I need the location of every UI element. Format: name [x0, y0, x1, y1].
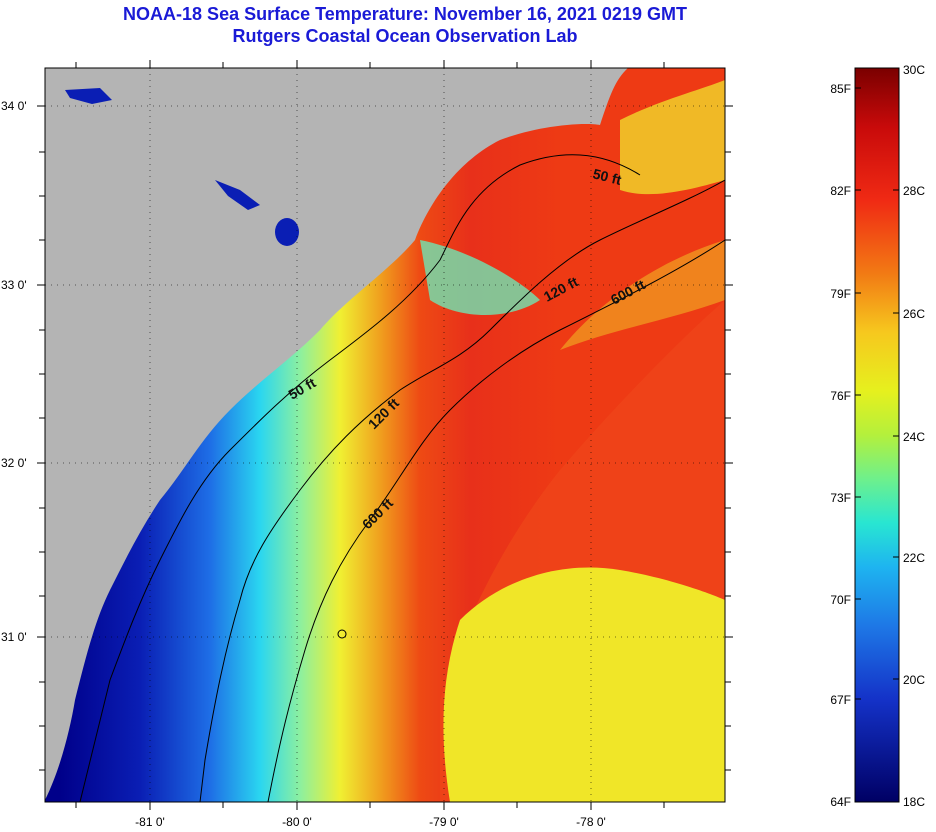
contour-600ft — [267, 239, 725, 802]
contour-120ft — [199, 179, 725, 802]
colorbar-c-20: 20C — [903, 673, 925, 687]
contour-label-50ft-north: 50 ft — [591, 165, 623, 188]
colorbar-f-79: 79F — [830, 287, 851, 301]
map-frame — [44, 67, 726, 803]
colorbar-c-18: 18C — [903, 795, 925, 809]
lake-north — [65, 88, 112, 104]
river-estuary — [215, 180, 260, 210]
colorbar-c-26: 26C — [903, 307, 925, 321]
contour-50ft — [79, 154, 641, 802]
lat-lon-grid — [45, 68, 725, 802]
colorbar-c-24: 24C — [903, 430, 925, 444]
offshore-yellow-patch — [443, 567, 725, 802]
colorbar-f-70: 70F — [830, 593, 851, 607]
lon-label-79: -79 0' — [429, 815, 459, 829]
seamount-contour — [337, 629, 347, 639]
lon-label-80: -80 0' — [282, 815, 312, 829]
colorbar-f-82: 82F — [830, 184, 851, 198]
north-yellow-patch — [620, 80, 725, 195]
colorbar-f-73: 73F — [830, 491, 851, 505]
lat-label-31: 31 0' — [1, 630, 27, 644]
colorbar-f-76: 76F — [830, 389, 851, 403]
colorbar-c-30: 30C — [903, 63, 925, 77]
colorbar-f-64: 64F — [830, 795, 851, 809]
lat-label-33: 33 0' — [1, 278, 27, 292]
tick-marks — [37, 60, 733, 810]
map-title: NOAA-18 Sea Surface Temperature: Novembe… — [123, 4, 687, 24]
lat-label-34: 34 0' — [1, 99, 27, 113]
lake-marion — [275, 218, 299, 246]
colorbar-f-85: 85F — [830, 82, 851, 96]
lon-label-81: -81 0' — [135, 815, 165, 829]
lat-label-32: 32 0' — [1, 456, 27, 470]
colorbar-c-22: 22C — [903, 551, 925, 565]
shelf-edge-orange — [560, 240, 725, 350]
colorbar-c-28: 28C — [903, 184, 925, 198]
map-subtitle: Rutgers Coastal Ocean Observation Lab — [232, 26, 578, 46]
map-area: 50 ft 120 ft 600 ft 50 ft 120 ft 600 ft — [45, 68, 725, 802]
midshelf-cyan — [420, 240, 540, 315]
colorbar: 85F 82F 79F 76F 73F 70F 67F 64F 30C 28C … — [830, 63, 925, 809]
lon-label-78: -78 0' — [576, 815, 606, 829]
land-mass — [45, 68, 628, 800]
colorbar-f-67: 67F — [830, 693, 851, 707]
colorbar-scale — [854, 67, 900, 803]
